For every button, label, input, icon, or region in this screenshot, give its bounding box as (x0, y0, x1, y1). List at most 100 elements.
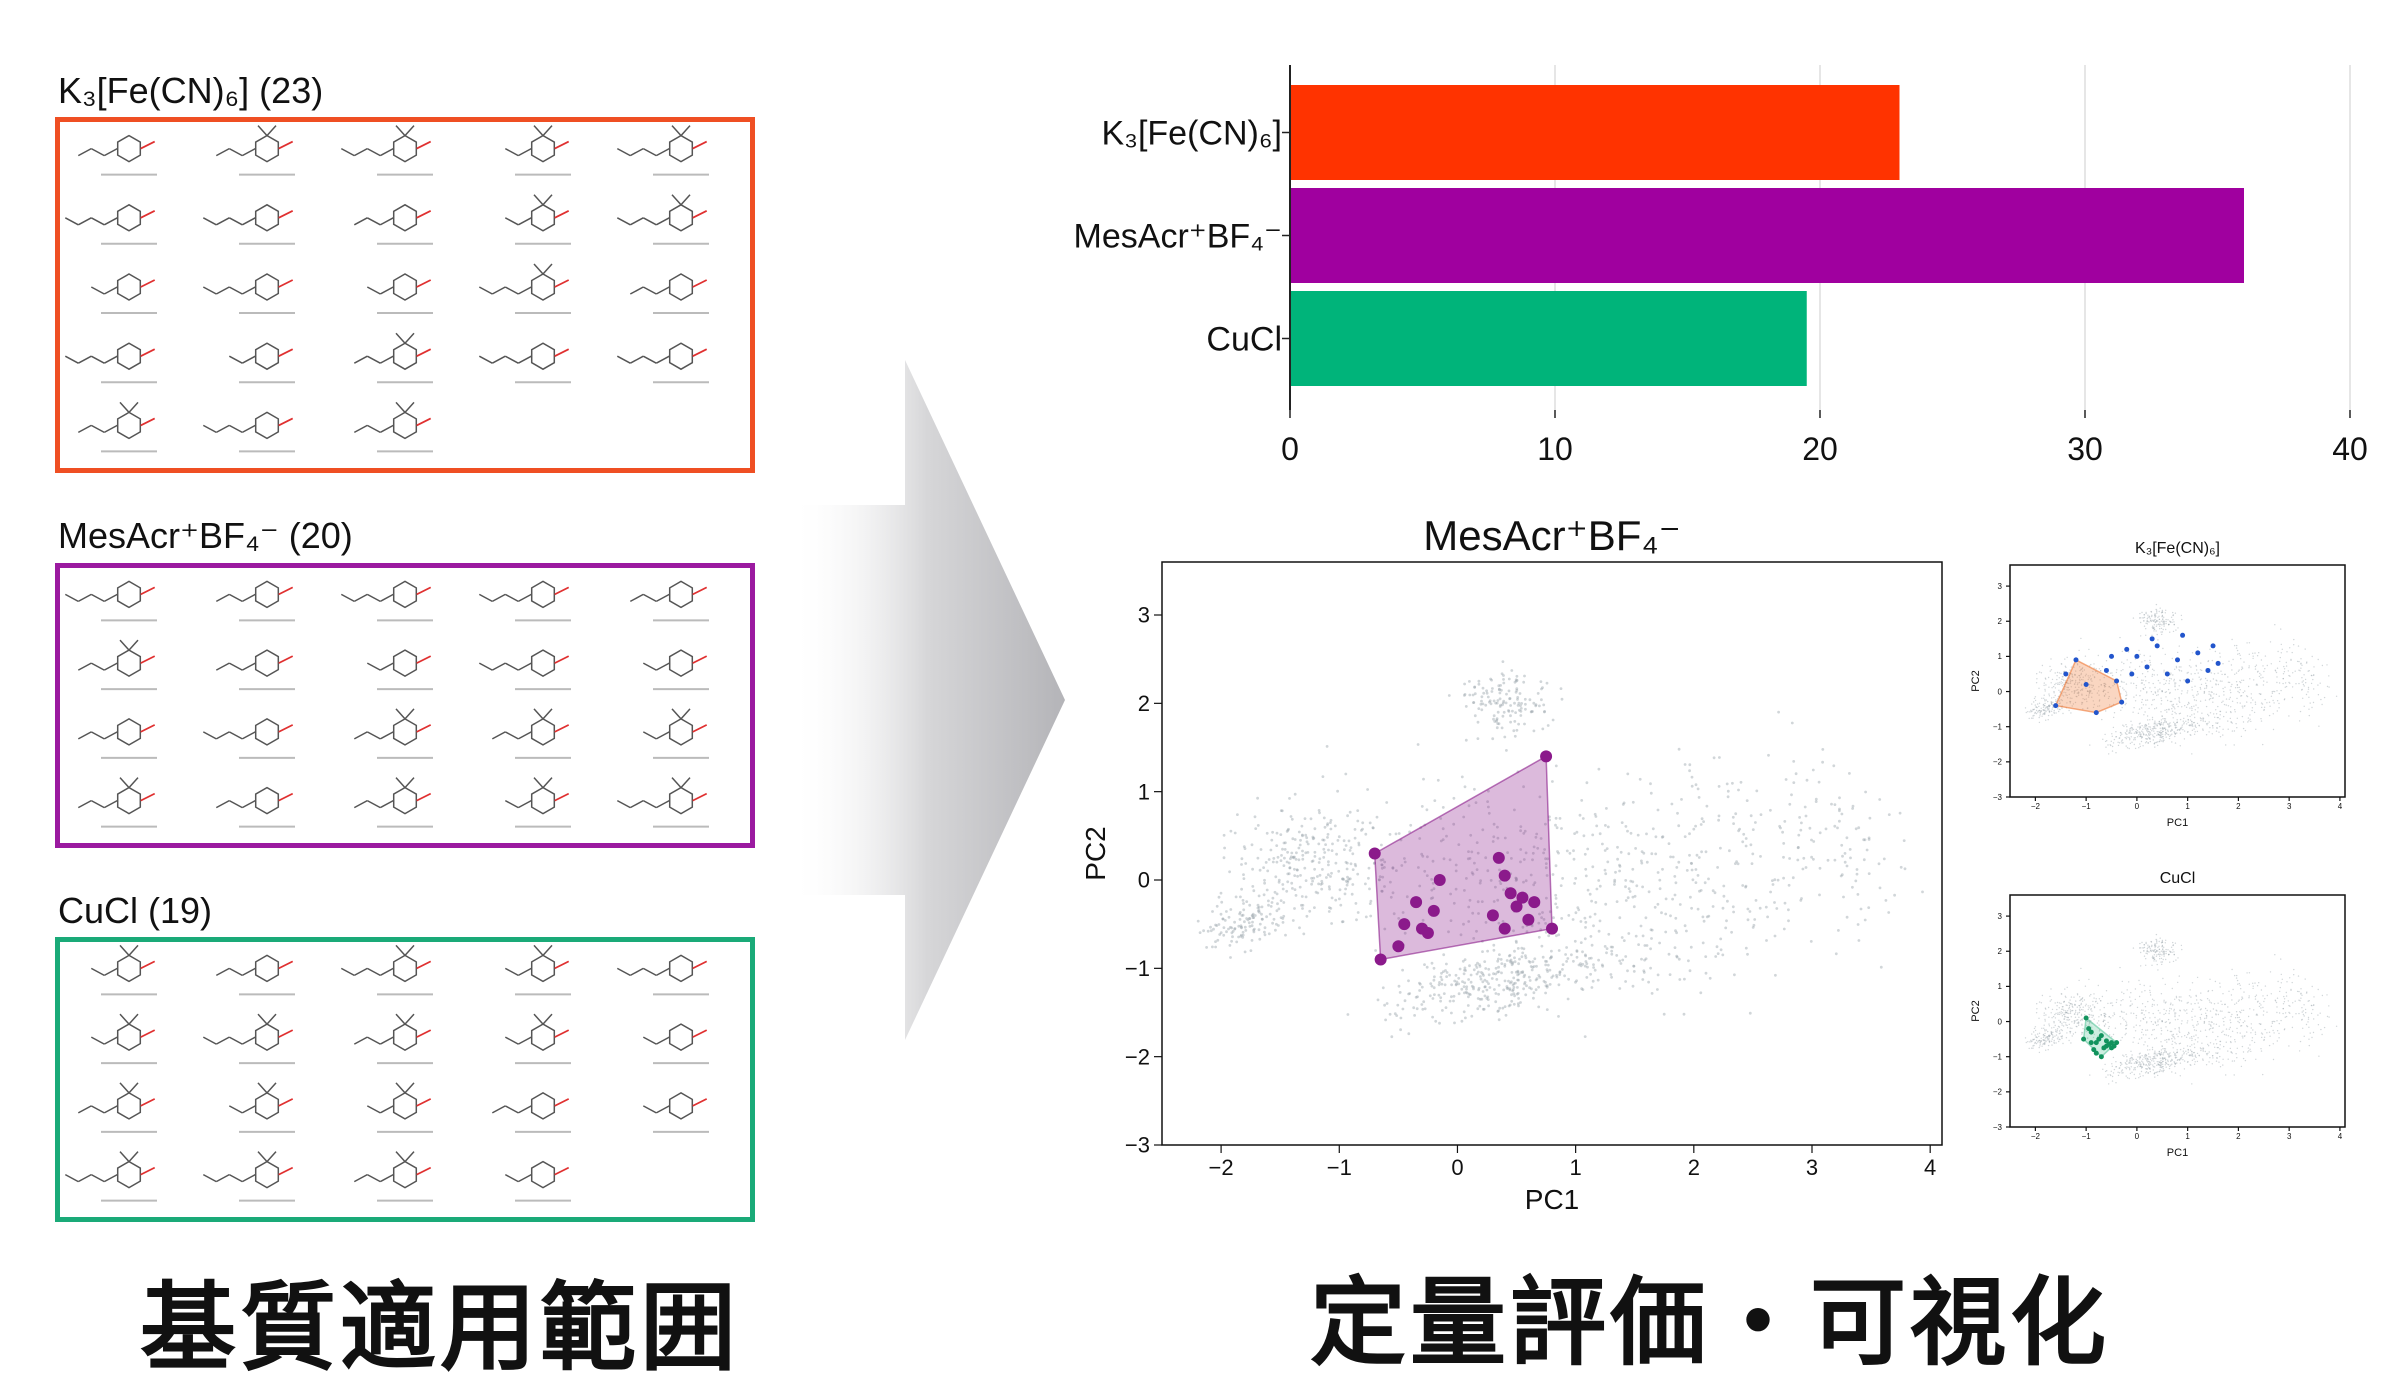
background-point (2239, 692, 2240, 693)
data-point (1410, 896, 1422, 908)
background-point (2150, 948, 2151, 949)
background-point (1234, 832, 1237, 835)
molecule-structure (216, 955, 295, 994)
background-point (2252, 707, 2253, 708)
background-point (1529, 979, 1532, 982)
background-point (1327, 873, 1330, 876)
background-point (2312, 679, 2313, 680)
background-point (2154, 674, 2155, 675)
background-point (1237, 936, 1240, 939)
background-point (2121, 734, 2122, 735)
background-point (1580, 987, 1583, 990)
background-point (1538, 936, 1541, 939)
background-point (1298, 926, 1301, 929)
data-point (1540, 750, 1552, 762)
background-point (2126, 1068, 2127, 1069)
background-point (2145, 1068, 2146, 1069)
background-point (2189, 995, 2190, 996)
background-point (2156, 951, 2157, 952)
background-point (2126, 1061, 2127, 1062)
molecule-structure (78, 1083, 157, 1132)
bar (1290, 85, 1900, 180)
background-point (2328, 675, 2329, 676)
background-point (1727, 795, 1730, 798)
background-point (2139, 1058, 2140, 1059)
background-point (1344, 888, 1347, 891)
background-point (2041, 710, 2042, 711)
background-point (2311, 675, 2312, 676)
background-point (1268, 932, 1271, 935)
background-point (1546, 682, 1549, 685)
background-point (2237, 718, 2238, 719)
background-point (2237, 1048, 2238, 1049)
background-point (2153, 957, 2154, 958)
bond (380, 968, 393, 975)
background-point (1228, 870, 1231, 873)
background-point (1328, 885, 1331, 888)
background-point (2165, 718, 2166, 719)
background-point (2161, 719, 2162, 720)
background-point (1765, 939, 1768, 942)
background-point (2194, 1029, 2195, 1030)
background-point (2048, 705, 2049, 706)
background-point (2139, 726, 2140, 727)
background-point (2222, 688, 2223, 689)
background-point (2142, 729, 2143, 730)
background-point (2300, 668, 2301, 669)
background-point (1624, 955, 1627, 958)
background-point (2061, 663, 2062, 664)
background-point (2214, 673, 2215, 674)
background-point (1584, 955, 1587, 958)
background-point (2269, 706, 2270, 707)
background-point (2113, 1072, 2114, 1073)
background-point (2064, 1016, 2065, 1017)
background-point (1737, 789, 1740, 792)
background-point (2157, 1063, 2158, 1064)
background-point (2226, 1042, 2227, 1043)
background-point (2171, 1064, 2172, 1065)
background-point (2164, 727, 2165, 728)
background-point (2156, 934, 2157, 935)
background-point (1766, 916, 1769, 919)
background-point (2111, 1071, 2112, 1072)
bar (1290, 188, 2244, 283)
background-point (1348, 840, 1351, 843)
bond (129, 778, 138, 788)
background-point (2043, 685, 2044, 686)
bond (91, 1106, 104, 1113)
background-point (2161, 612, 2162, 613)
background-point (2198, 725, 2199, 726)
bond (367, 1175, 380, 1182)
background-point (1838, 820, 1841, 823)
background-point (2157, 674, 2158, 675)
background-point (1441, 1009, 1444, 1012)
background-point (2163, 1001, 2164, 1002)
background-point (1497, 970, 1500, 973)
background-point (2200, 999, 2201, 1000)
background-point (1598, 930, 1601, 933)
background-point (2149, 1065, 2150, 1066)
background-point (1398, 832, 1401, 835)
background-point (1315, 891, 1318, 894)
background-point (1499, 692, 1502, 695)
background-point (2039, 715, 2040, 716)
background-point (2170, 1055, 2171, 1056)
background-point (2141, 1055, 2142, 1056)
background-point (2142, 1059, 2143, 1060)
background-point (2127, 1077, 2128, 1078)
background-point (2236, 647, 2237, 648)
background-point (2231, 669, 2232, 670)
background-point (2145, 943, 2146, 944)
background-point (2263, 710, 2264, 711)
background-point (1760, 813, 1763, 816)
background-point (2075, 1012, 2076, 1013)
bond (492, 732, 505, 739)
background-point (2165, 629, 2166, 630)
background-point (1385, 801, 1388, 804)
background-point (2159, 731, 2160, 732)
background-point (2197, 707, 2198, 708)
background-point (2217, 706, 2218, 707)
background-point (1623, 939, 1626, 942)
molecule-structure (65, 343, 157, 382)
